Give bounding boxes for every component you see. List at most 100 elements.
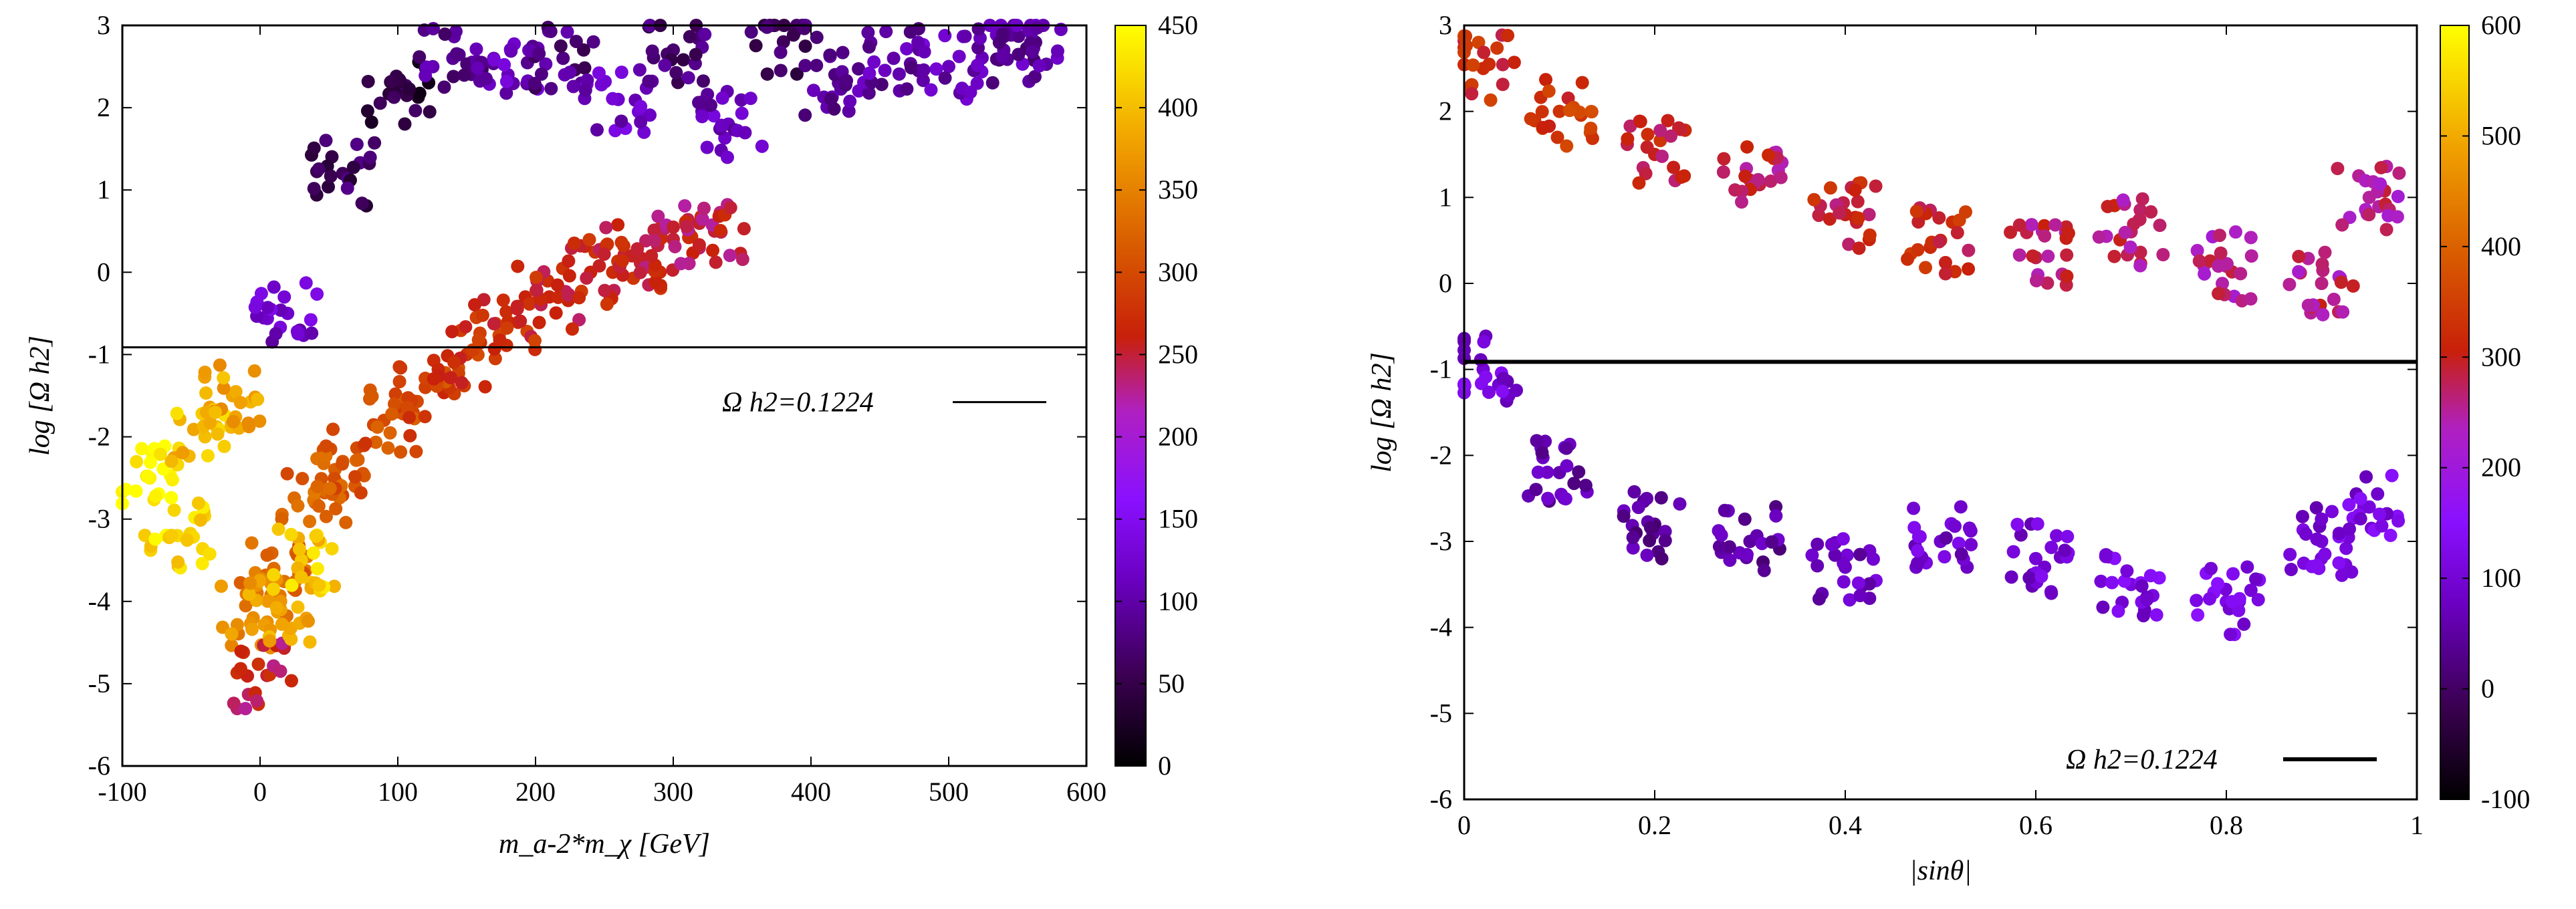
data-point [1552,104,1566,118]
data-point [1578,479,1593,493]
data-point [550,278,564,292]
data-point [2140,593,2154,607]
data-point [843,94,857,108]
data-point [497,57,511,72]
data-point [1542,84,1556,98]
data-point [580,271,594,285]
data-point [513,314,528,328]
data-point [744,25,758,39]
data-point [929,62,943,76]
data-point [269,601,283,615]
data-point [598,283,612,297]
data-point [328,579,342,594]
data-point [637,125,651,139]
data-point [743,92,757,106]
data-point [310,480,324,494]
data-point [309,529,323,543]
data-point [277,290,291,304]
data-point [2301,298,2315,312]
data-point [398,117,412,131]
data-point [214,579,228,594]
data-point [1836,532,1850,546]
data-point [840,74,854,88]
data-point [530,283,544,297]
data-point [528,77,542,91]
data-point [419,69,433,83]
data-point [917,45,931,59]
data-point [1621,132,1635,146]
data-point [1852,241,1866,255]
data-point [394,361,408,375]
data-point [280,467,294,481]
data-point [1764,174,1778,188]
data-point [427,21,441,35]
data-point [2149,608,2163,622]
x-tick-label: 0.8 [2210,810,2243,840]
data-point [1640,140,1654,154]
data-point [658,58,672,72]
data-point [599,221,613,235]
data-point [1643,521,1657,535]
data-point [1567,477,1581,491]
data-point [478,380,492,394]
data-point [668,239,682,253]
data-point [582,233,596,247]
data-point [510,302,524,316]
data-point [2228,225,2242,239]
data-point [942,59,955,74]
data-point [862,66,876,80]
data-point [496,293,510,307]
data-point [459,319,473,334]
data-point [1938,550,1952,564]
data-point [226,414,240,428]
data-point [887,51,901,66]
data-point [630,242,645,256]
data-point [560,25,574,39]
data-point [590,123,604,137]
data-point [267,280,281,294]
data-point [806,84,820,98]
data-point [335,457,349,471]
data-point [1932,235,1946,249]
data-point [248,300,262,314]
data-point [2391,189,2405,203]
data-point [1575,76,1589,90]
data-point [1939,531,1953,545]
data-point [2373,177,2387,191]
y-tick-label: -2 [88,422,110,452]
data-point [1938,267,1952,281]
data-point [176,446,190,460]
data-point [2004,225,2018,239]
data-point [2058,543,2072,557]
data-point [1535,446,1549,460]
data-point [709,255,723,269]
legend-label: Ω h2=0.1224 [2066,745,2218,775]
data-point [572,313,586,327]
data-point [738,126,752,140]
data-point [1733,546,1747,560]
data-point [1765,535,1779,549]
data-point [1962,243,1976,257]
colorbar-tick-label: 200 [2481,452,2521,483]
colorbar [1115,25,1147,767]
data-point [1496,384,1510,398]
data-point [217,439,231,453]
data-point [798,39,812,53]
data-point [199,386,213,400]
data-point [392,374,406,388]
data-point [578,83,592,97]
data-point [1541,491,1555,505]
data-point [2060,269,2074,283]
data-point [2133,245,2147,259]
data-point [760,67,774,81]
data-point [2371,487,2385,501]
data-point [1477,45,1491,59]
data-point [645,249,659,263]
data-point [2244,583,2258,598]
data-point [2240,560,2254,574]
data-point [134,442,148,456]
data-point [1810,537,1825,551]
data-point [1507,55,1521,70]
data-point [1842,237,1856,251]
data-point [383,426,397,440]
